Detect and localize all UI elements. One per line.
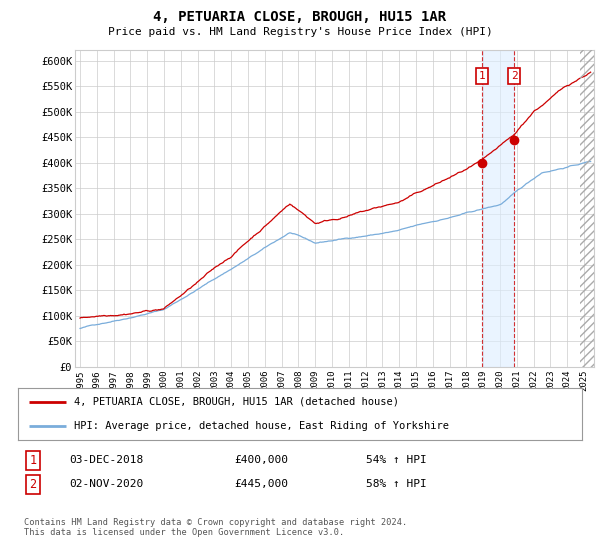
Text: 03-DEC-2018: 03-DEC-2018: [69, 455, 143, 465]
Text: 1: 1: [29, 454, 37, 467]
Text: 2: 2: [511, 71, 517, 81]
Text: 2: 2: [29, 478, 37, 491]
Text: Contains HM Land Registry data © Crown copyright and database right 2024.
This d: Contains HM Land Registry data © Crown c…: [24, 518, 407, 538]
Bar: [482, 50, 514, 367]
Text: £400,000: £400,000: [234, 455, 288, 465]
Text: 4, PETUARIA CLOSE, BROUGH, HU15 1AR: 4, PETUARIA CLOSE, BROUGH, HU15 1AR: [154, 10, 446, 24]
Text: £445,000: £445,000: [234, 479, 288, 489]
Text: 4, PETUARIA CLOSE, BROUGH, HU15 1AR (detached house): 4, PETUARIA CLOSE, BROUGH, HU15 1AR (det…: [74, 397, 400, 407]
Text: Price paid vs. HM Land Registry's House Price Index (HPI): Price paid vs. HM Land Registry's House …: [107, 27, 493, 37]
Text: 54% ↑ HPI: 54% ↑ HPI: [366, 455, 427, 465]
Bar: [580, 50, 600, 367]
Text: 58% ↑ HPI: 58% ↑ HPI: [366, 479, 427, 489]
Text: HPI: Average price, detached house, East Riding of Yorkshire: HPI: Average price, detached house, East…: [74, 421, 449, 431]
Text: 1: 1: [478, 71, 485, 81]
Text: 02-NOV-2020: 02-NOV-2020: [69, 479, 143, 489]
